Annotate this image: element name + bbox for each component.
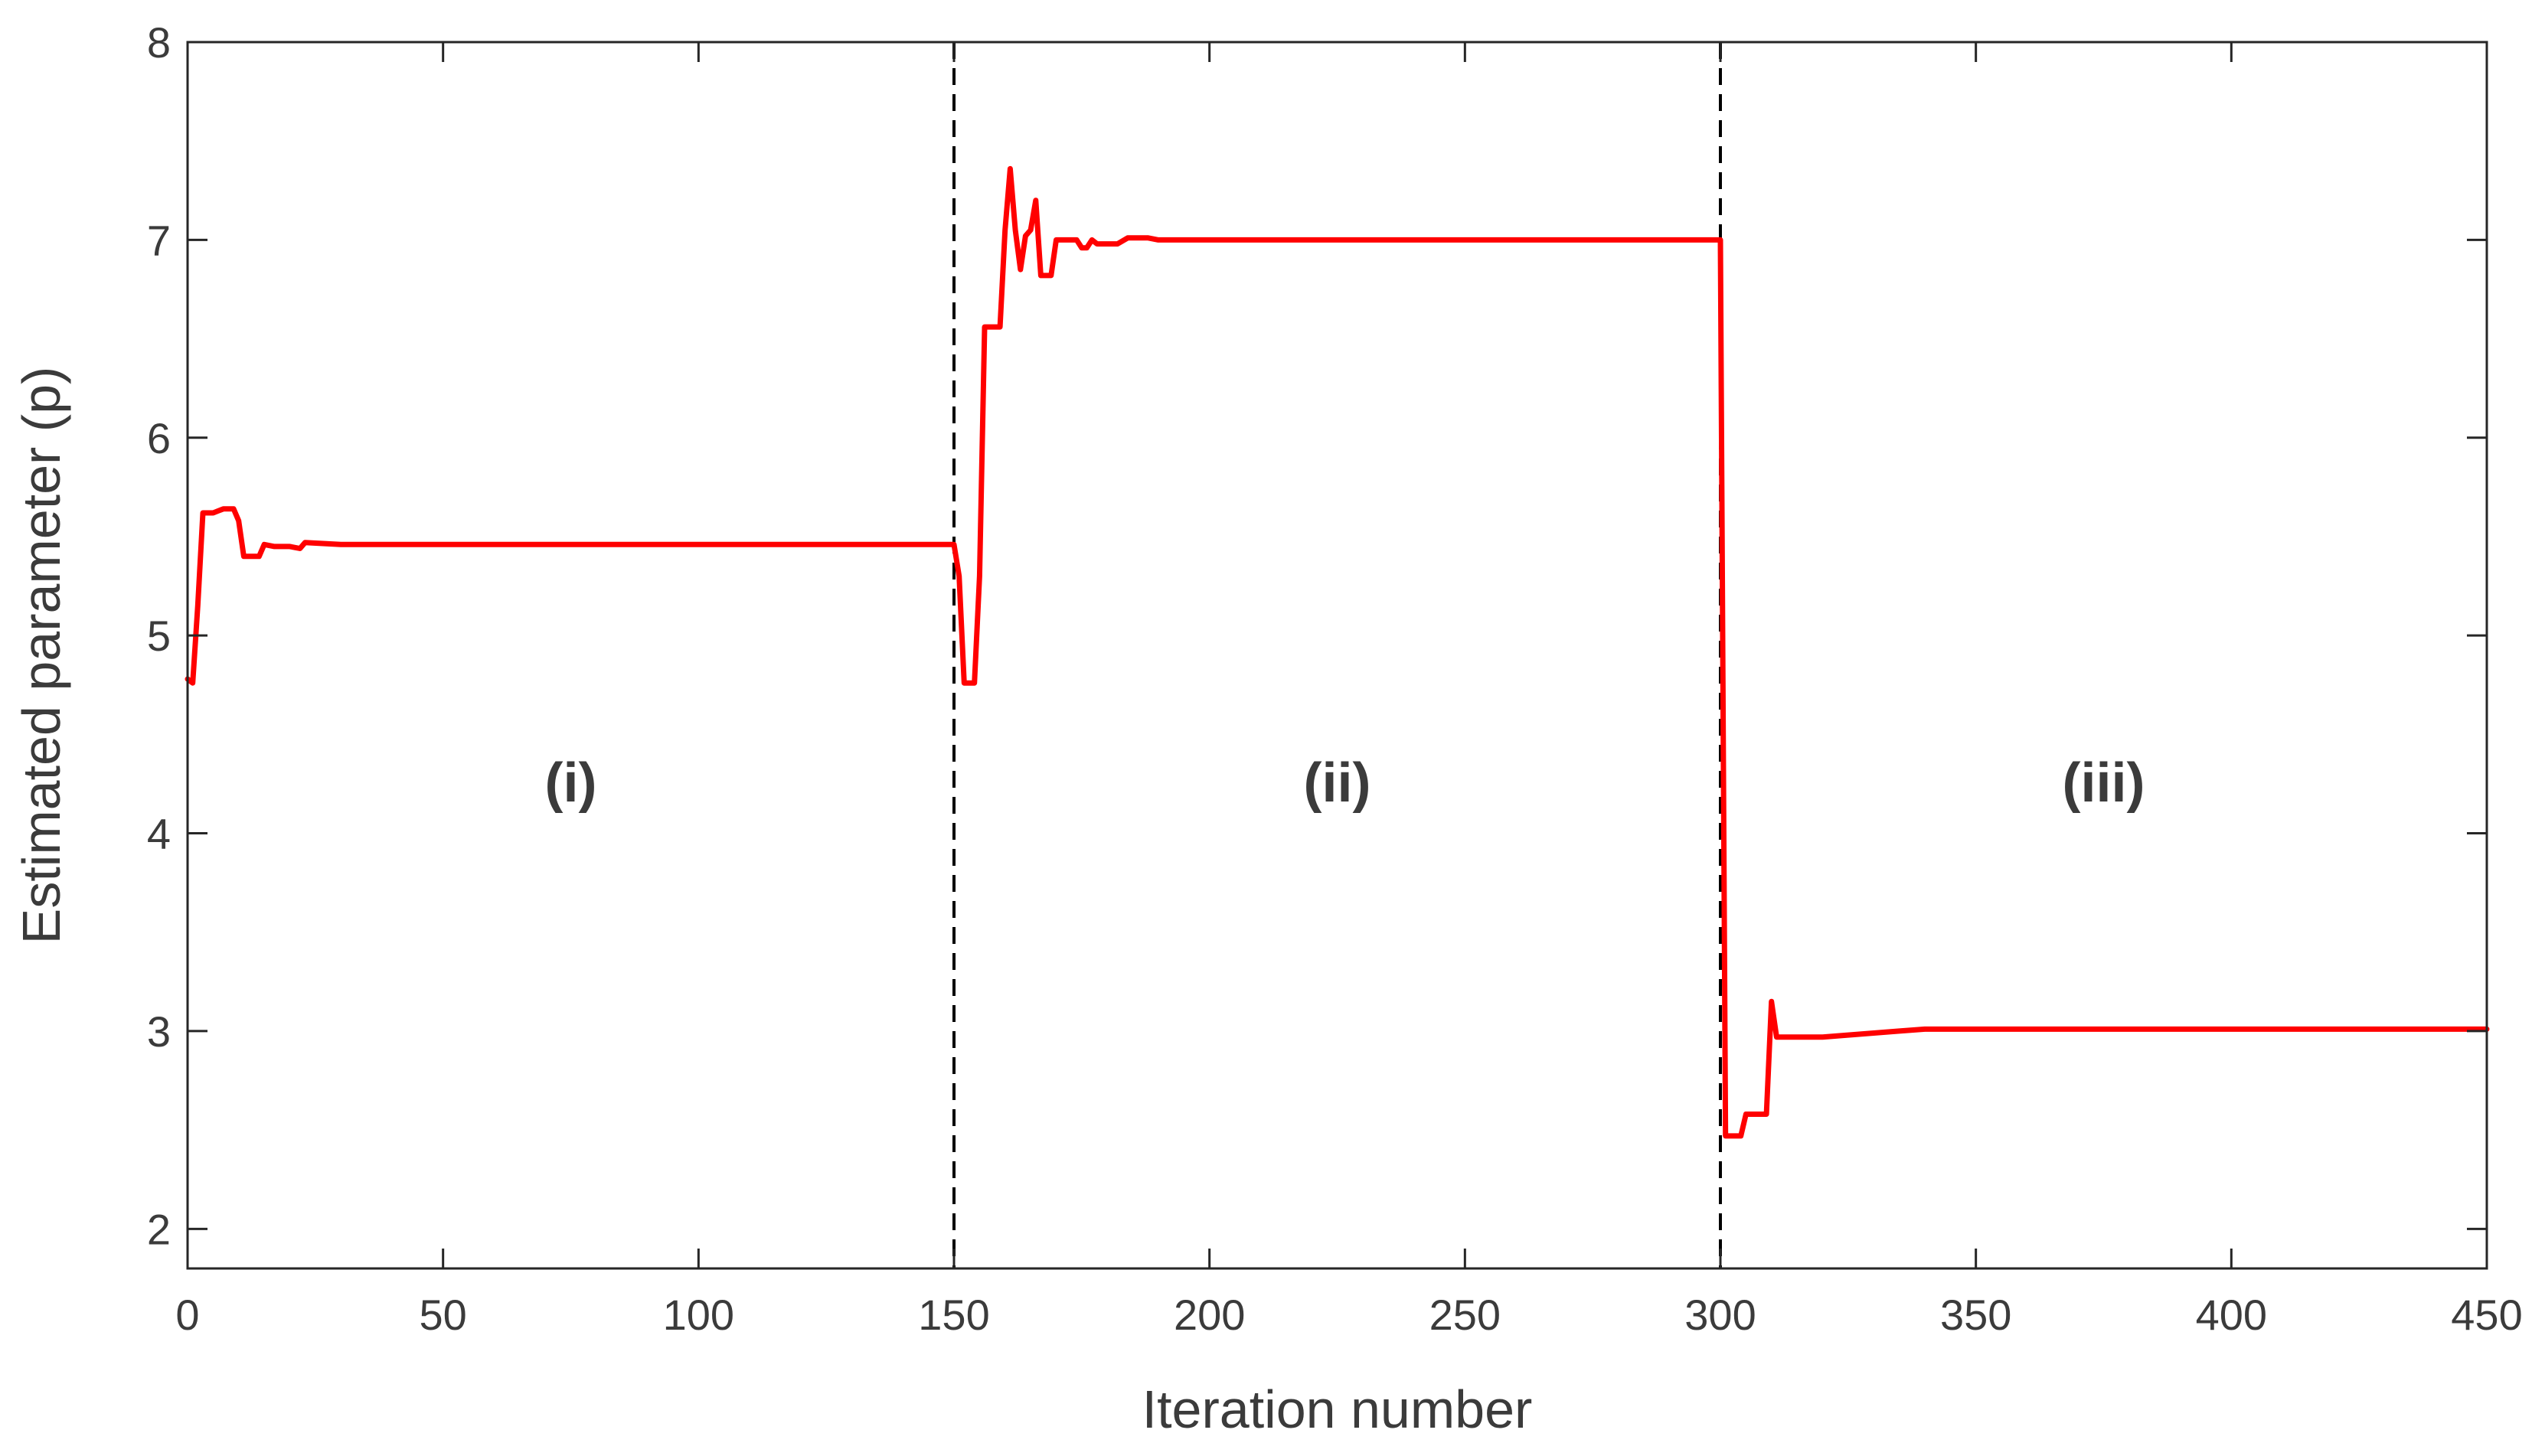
y-axis-ticks: 2 3 4 5 6 7 8	[147, 18, 2487, 1253]
x-tick-label: 100	[663, 1291, 734, 1339]
x-tick-label: 400	[2196, 1291, 2267, 1339]
series-line	[185, 165, 2490, 1139]
x-axis-ticks: 0 50 100 150 200 250 300 350 400 450	[175, 42, 2523, 1339]
plot-frame	[186, 41, 2488, 1270]
x-tick-label: 350	[1940, 1291, 2011, 1339]
y-axis-title: Estimated parameter (p)	[11, 367, 71, 945]
region-labels: (i) (ii) (iii)	[545, 752, 2145, 814]
y-tick-label: 3	[147, 1007, 171, 1056]
region-label: (i)	[545, 752, 597, 814]
region-boundaries	[952, 42, 1722, 1268]
x-tick-label: 250	[1429, 1291, 1501, 1339]
x-tick-label: 50	[420, 1291, 467, 1339]
x-tick-label: 150	[918, 1291, 989, 1339]
x-axis-title: Iteration number	[1142, 1379, 1533, 1439]
x-tick-label: 300	[1684, 1291, 1756, 1339]
y-tick-label: 6	[147, 414, 171, 462]
x-tick-label: 450	[2451, 1291, 2522, 1339]
y-tick-label: 7	[147, 216, 171, 264]
x-tick-label: 0	[175, 1291, 199, 1339]
region-label: (ii)	[1304, 752, 1371, 814]
y-tick-label: 4	[147, 810, 171, 858]
y-tick-label: 2	[147, 1205, 171, 1253]
y-tick-label: 5	[147, 612, 171, 660]
x-tick-label: 200	[1174, 1291, 1245, 1339]
y-tick-label: 8	[147, 18, 171, 67]
region-label: (iii)	[2063, 752, 2145, 814]
data-series	[185, 165, 2490, 1139]
